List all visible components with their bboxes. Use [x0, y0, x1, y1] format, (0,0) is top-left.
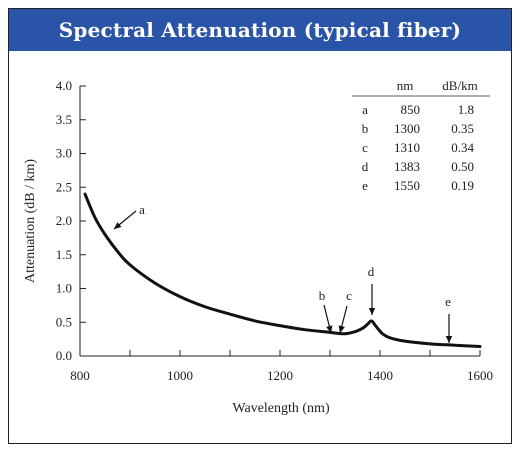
- y-tick-label: 0.0: [56, 348, 72, 363]
- legend-cell: 0.19: [451, 178, 474, 193]
- axes: [79, 86, 480, 357]
- legend-cell: 1383: [394, 159, 420, 174]
- x-tick-label: 1000: [167, 368, 193, 383]
- annotation-arrowhead-d: [368, 308, 376, 315]
- annotation-label-d: d: [368, 264, 375, 279]
- y-tick-label: 4.0: [56, 78, 72, 93]
- y-tick-label: 1.5: [56, 247, 72, 262]
- y-tick-label: 2.0: [56, 213, 72, 228]
- x-tick-label: 800: [70, 368, 90, 383]
- legend-cell: 1310: [394, 140, 420, 155]
- legend-cell: 0.34: [451, 140, 474, 155]
- legend-table: nm dB/km a 850 1.8 b 1300 0.35 c 1310 0.34 d 1383 0.5…: [352, 78, 490, 193]
- annotation-arrowhead-b: [326, 325, 333, 333]
- annotation-arrowhead-c: [338, 325, 345, 333]
- annotation-label-b: b: [319, 288, 326, 303]
- annotations: a b c d e: [113, 202, 453, 343]
- y-axis-label: Attenuation (dB / km): [23, 159, 38, 283]
- legend-cell: b: [362, 121, 369, 136]
- chart-frame: Spectral Attenuation (typical fiber): [8, 8, 512, 444]
- x-tick-label: 1200: [267, 368, 293, 383]
- y-tick-label: 2.5: [56, 179, 72, 194]
- legend-cell: 1550: [394, 178, 420, 193]
- x-tick-label: 1400: [367, 368, 393, 383]
- series: [83, 192, 482, 349]
- legend-cell: 0.50: [451, 159, 474, 174]
- x-axis-label: Wavelength (nm): [232, 401, 330, 416]
- chart-title: Spectral Attenuation (typical fiber): [58, 18, 462, 42]
- legend-cell: a: [362, 102, 368, 117]
- title-bar: Spectral Attenuation (typical fiber): [9, 9, 511, 51]
- y-tick-label: 0.5: [56, 314, 72, 329]
- legend-cell: 1300: [394, 121, 420, 136]
- x-tick-label: 1600: [467, 368, 493, 383]
- annotation-arrowhead-a: [114, 222, 122, 229]
- y-tick-label: 1.0: [56, 281, 72, 296]
- legend-cell: d: [362, 159, 369, 174]
- legend-cell: e: [362, 178, 368, 193]
- attenuation-curve: [83, 192, 482, 349]
- y-tick-label: 3.5: [56, 112, 72, 127]
- legend-cell: 0.35: [451, 121, 474, 136]
- annotation-label-a: a: [139, 202, 145, 217]
- legend-header: dB/km: [442, 78, 477, 93]
- y-tick-label: 3.0: [56, 146, 72, 161]
- annotation-label-e: e: [445, 294, 451, 309]
- legend-header: nm: [397, 78, 414, 93]
- annotation-arrowhead-e: [445, 336, 453, 343]
- legend-cell: 1.8: [458, 102, 474, 117]
- legend-cell: c: [362, 140, 368, 155]
- ticks: 0.0 0.5 1.0 1.5 2.0 2.5 3.0 3.5 4.0 800 1000 1200 14…: [56, 78, 493, 383]
- annotation-label-c: c: [346, 288, 352, 303]
- legend-cell: 850: [401, 102, 421, 117]
